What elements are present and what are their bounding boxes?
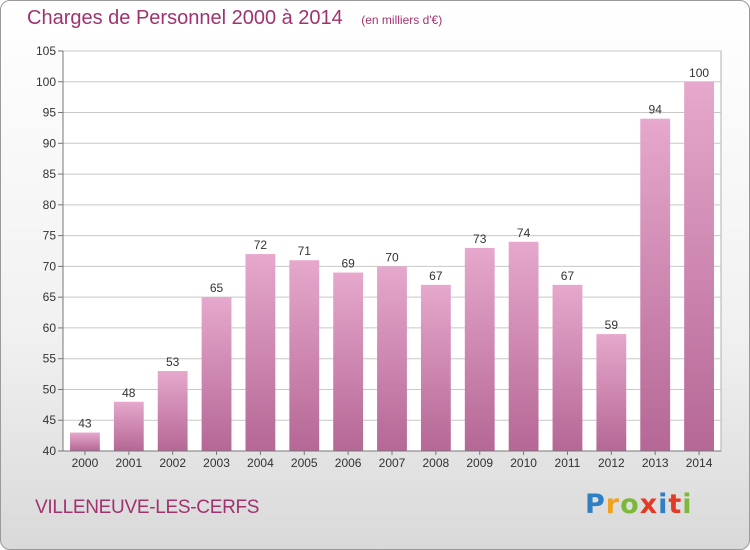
chart-header: Charges de Personnel 2000 à 2014 (en mil… [27, 7, 442, 30]
x-tick-label-2006: 2006 [335, 456, 362, 470]
x-tick-label-2009: 2009 [466, 456, 493, 470]
y-tick-label: 55 [43, 352, 57, 366]
data-label-2009: 73 [473, 232, 487, 246]
data-label-2002: 53 [166, 355, 180, 369]
y-tick-label: 65 [43, 290, 57, 304]
bar-2001 [113, 401, 144, 451]
x-tick-label-2002: 2002 [159, 456, 186, 470]
y-tick-label: 80 [43, 198, 57, 212]
bar-2008 [420, 284, 451, 451]
y-tick-label: 70 [43, 259, 57, 273]
logo-letter: x [639, 489, 659, 520]
chart-title: Charges de Personnel 2000 à 2014 [27, 7, 343, 29]
x-tick-label-2001: 2001 [115, 456, 142, 470]
bar-2013 [640, 118, 671, 451]
x-tick-label-2014: 2014 [686, 456, 713, 470]
y-tick-label: 90 [43, 136, 57, 150]
y-tick-label: 100 [36, 75, 56, 89]
bar-2004 [245, 254, 276, 451]
y-tick-label: 40 [43, 444, 57, 458]
data-label-2004: 72 [254, 238, 268, 252]
x-tick-label-2008: 2008 [423, 456, 450, 470]
bar-2010 [508, 241, 539, 451]
data-label-2011: 67 [561, 269, 575, 283]
data-label-2010: 74 [517, 226, 531, 240]
data-label-2005: 71 [298, 244, 312, 258]
data-label-2012: 59 [605, 318, 619, 332]
x-tick-label-2011: 2011 [555, 456, 581, 470]
x-tick-label-2003: 2003 [203, 456, 230, 470]
bar-2011 [552, 284, 583, 451]
x-tick-label-2005: 2005 [291, 456, 318, 470]
bar-2009 [464, 247, 495, 451]
y-tick-label: 95 [43, 106, 57, 120]
logo-letter: i [658, 489, 669, 520]
logo-letter: o [620, 489, 640, 520]
y-tick-label: 60 [43, 321, 57, 335]
bar-2007 [377, 266, 407, 451]
y-tick-label: 75 [43, 229, 57, 243]
bar-2006 [333, 272, 364, 451]
data-label-2006: 69 [341, 257, 355, 271]
chart-unit: (en milliers d'€) [361, 13, 443, 27]
logo-letter: P [585, 489, 606, 520]
x-tick-label-2012: 2012 [598, 456, 625, 470]
logo-letter: r [605, 489, 621, 520]
x-tick-label-2013: 2013 [642, 456, 669, 470]
y-tick-label: 105 [36, 44, 56, 58]
x-tick-label-2007: 2007 [379, 456, 406, 470]
x-tick-label-2010: 2010 [510, 456, 537, 470]
bar-2012 [596, 334, 627, 451]
bar-2014 [684, 81, 714, 452]
data-label-2013: 94 [649, 103, 663, 117]
data-label-2000: 43 [78, 417, 92, 431]
data-label-2008: 67 [429, 269, 443, 283]
logo-letter: i [682, 489, 693, 520]
x-tick-label-2000: 2000 [72, 456, 99, 470]
data-label-2007: 70 [385, 250, 399, 264]
y-tick-label: 45 [43, 413, 57, 427]
y-tick-label: 50 [43, 382, 57, 396]
data-label-2001: 48 [122, 386, 136, 400]
y-tick-label: 85 [43, 167, 57, 181]
bar-2005 [289, 260, 320, 451]
bar-2003 [201, 297, 232, 451]
data-label-2003: 65 [210, 281, 224, 295]
bar-2002 [157, 371, 188, 451]
data-label-2014: 100 [689, 66, 709, 80]
proxiti-logo: Proxiti [585, 489, 693, 520]
logo-letter: t [668, 489, 683, 520]
bar-2000 [70, 432, 100, 451]
commune-name: VILLENEUVE-LES-CERFS [35, 497, 260, 518]
x-tick-label-2004: 2004 [247, 456, 274, 470]
